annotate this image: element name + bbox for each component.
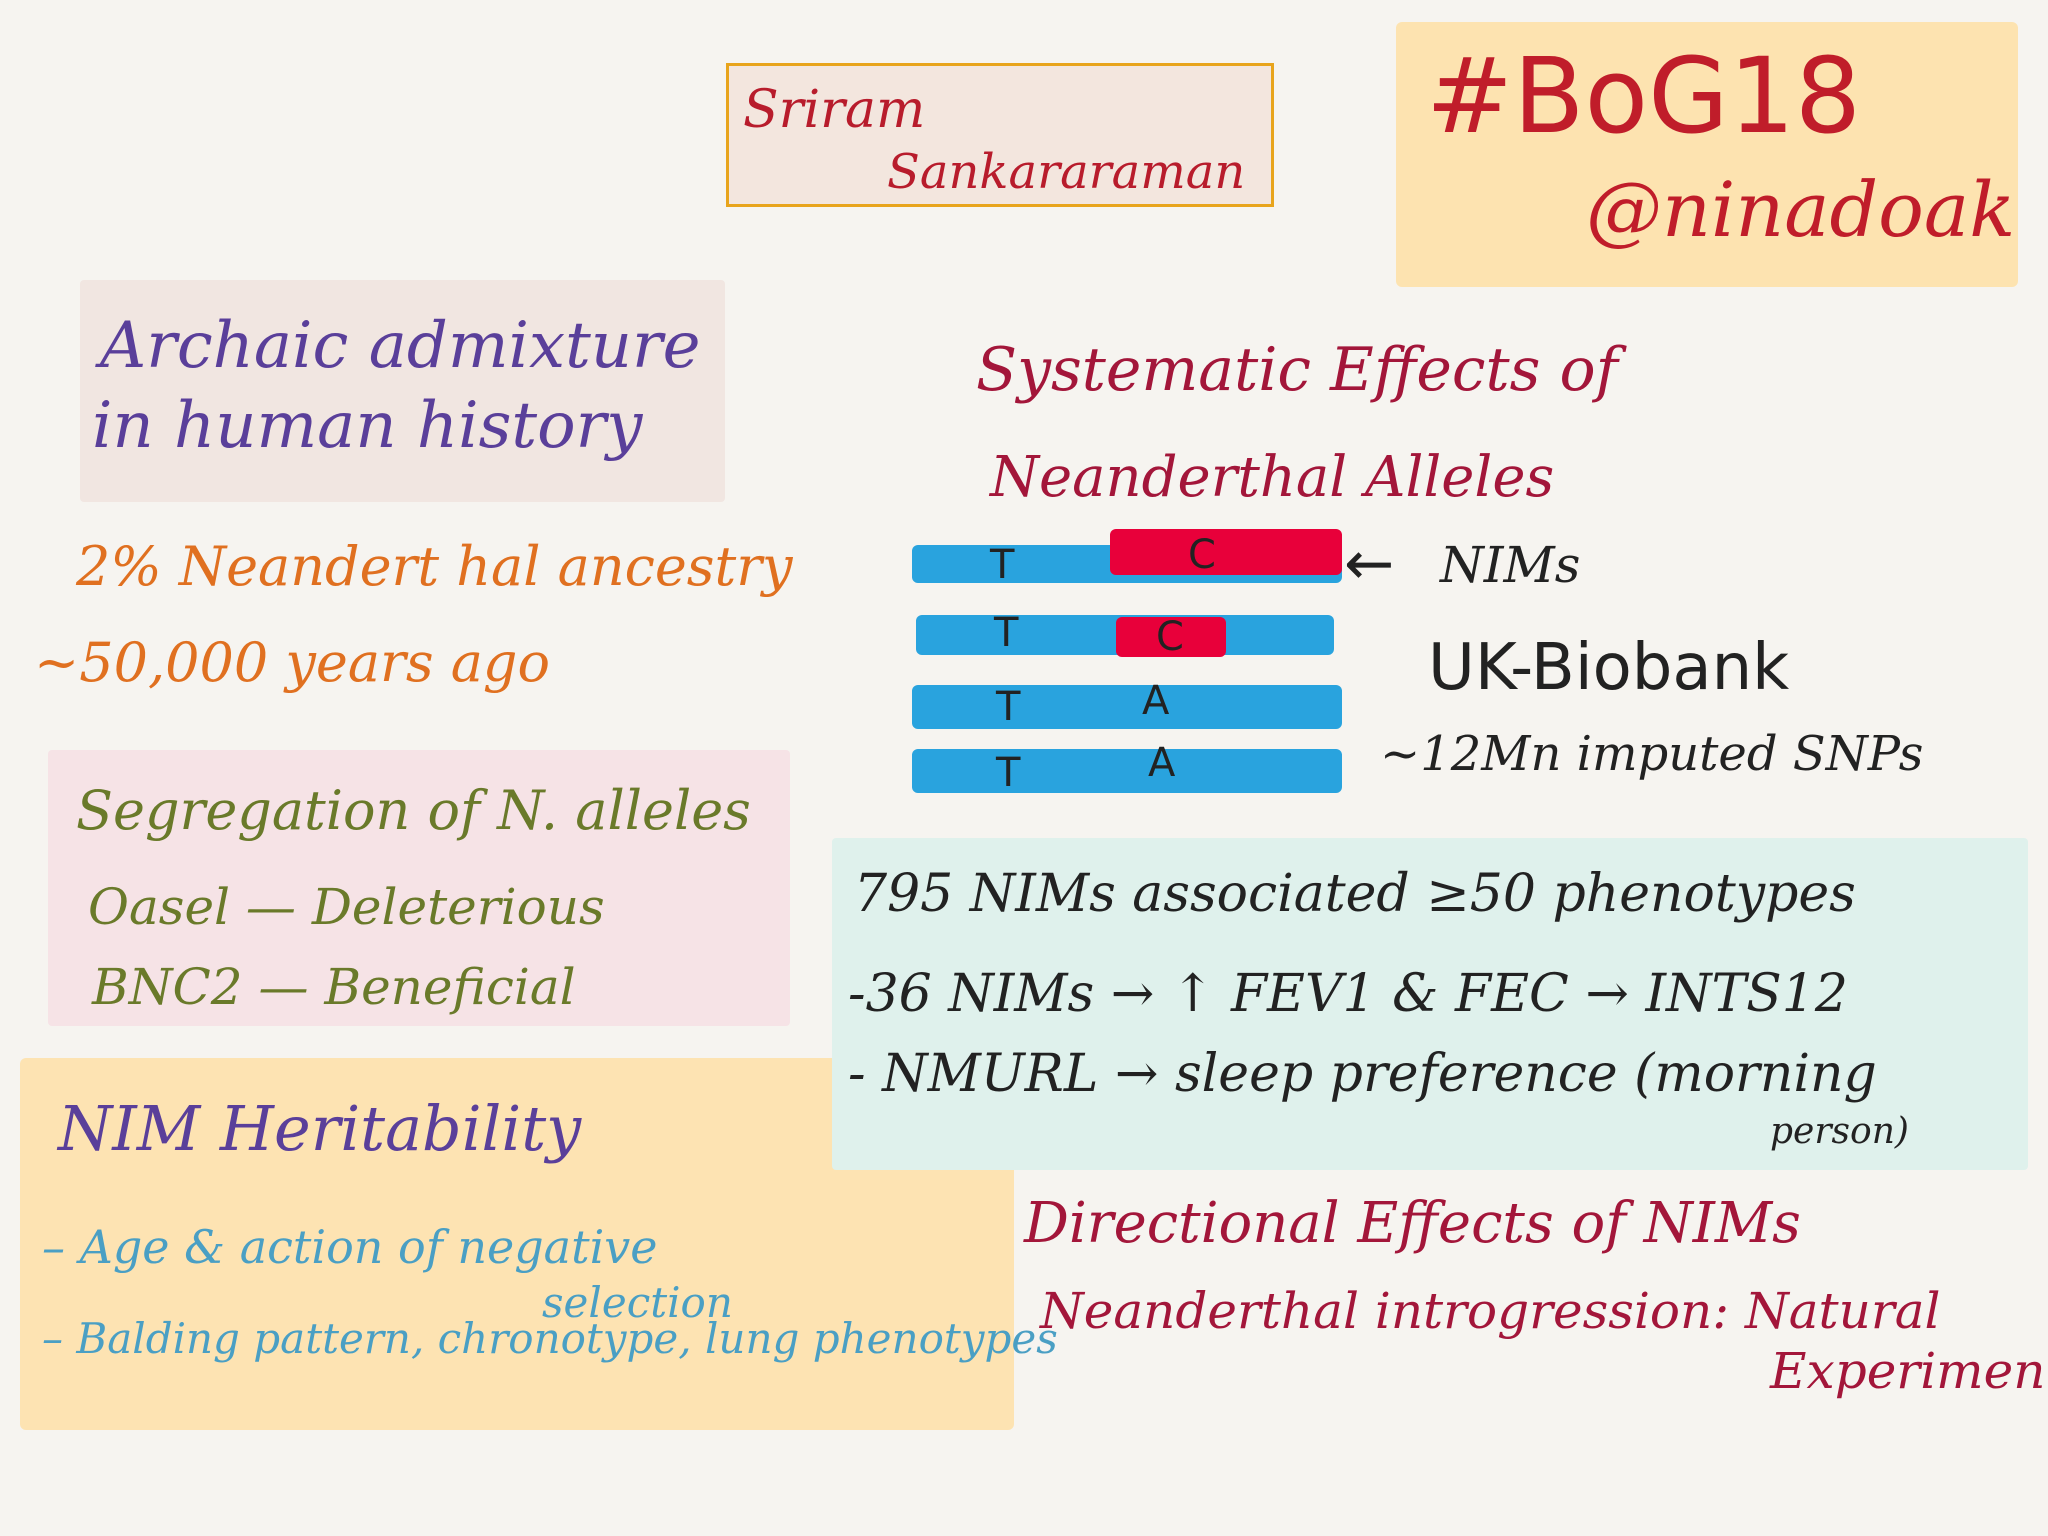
finding-line1: 795 NIMs associated ≥50 phenotypes: [854, 864, 1856, 924]
segregation-item-beneficial: BNC2 — Beneficial: [92, 958, 576, 1016]
event-tag-box: #BoG18 @ninadoak: [1396, 22, 2018, 287]
speaker-last-name: Sankararaman: [887, 144, 1246, 200]
chromosome-diagram: T C T C T A T A: [910, 525, 1350, 825]
biobank-label: UK-Biobank: [1428, 631, 1790, 705]
findings-box: 795 NIMs associated ≥50 phenotypes -36 N…: [832, 838, 2028, 1170]
allele-2-right: C: [1156, 614, 1184, 660]
time-fact: ~50,000 years ago: [34, 631, 550, 694]
hashtag: #BoG18: [1426, 35, 1862, 157]
allele-4-left: T: [996, 750, 1021, 796]
talk-title-line1: Archaic admixture: [100, 309, 701, 383]
allele-3-right: A: [1142, 678, 1170, 724]
finding-line2: -36 NIMs → ↑ FEV1 & FEC → INTS12: [848, 964, 1848, 1024]
finding-line3: - NMURL → sleep preference (morning: [848, 1044, 1877, 1104]
segregation-box: Segregation of N. alleles Oasel — Delete…: [48, 750, 790, 1026]
speaker-box: Sriram Sankararaman: [726, 63, 1274, 207]
allele-3-left: T: [996, 684, 1021, 730]
segregation-item-deleterious: Oasel — Deleterious: [88, 878, 605, 936]
allele-1-right: C: [1188, 532, 1216, 578]
experiment-line: Experiment: [1770, 1342, 2048, 1400]
heritability-item2: – Balding pattern, chronotype, lung phen…: [42, 1314, 1058, 1363]
talk-title-line2: in human history: [92, 389, 643, 463]
allele-4-right: A: [1148, 740, 1176, 786]
snps-label: ~12Mn imputed SNPs: [1380, 726, 1924, 782]
twitter-handle: @ninadoak: [1586, 165, 2016, 254]
heritability-title: NIM Heritability: [58, 1092, 582, 1165]
talk-title-box: Archaic admixture in human history: [80, 280, 725, 502]
section-title-line1: Systematic Effects of: [976, 335, 1618, 405]
allele-1-left: T: [990, 542, 1015, 588]
introgression-line: Neanderthal introgression: Natural: [1040, 1282, 1941, 1340]
allele-2-left: T: [994, 610, 1019, 656]
heritability-item1-line1: – Age & action of negative: [42, 1220, 658, 1274]
finding-line3-continued: person): [1770, 1111, 1909, 1152]
speaker-first-name: Sriram: [743, 80, 926, 140]
nims-label: NIMs: [1440, 536, 1581, 594]
chromosome-4: [912, 749, 1342, 793]
heritability-item1-line2: selection: [542, 1278, 733, 1327]
section-title-line2: Neanderthal Alleles: [990, 445, 1555, 510]
nim-segment-1: [1110, 529, 1342, 575]
ancestry-fact: 2% Neandert hal ancestry: [76, 535, 793, 598]
chromosome-3: [912, 685, 1342, 729]
segregation-title: Segregation of N. alleles: [76, 779, 751, 842]
directional-effects: Directional Effects of NIMs: [1024, 1191, 1801, 1256]
nim-segment-2: [1116, 617, 1226, 657]
nims-arrow: ←: [1344, 529, 1395, 599]
